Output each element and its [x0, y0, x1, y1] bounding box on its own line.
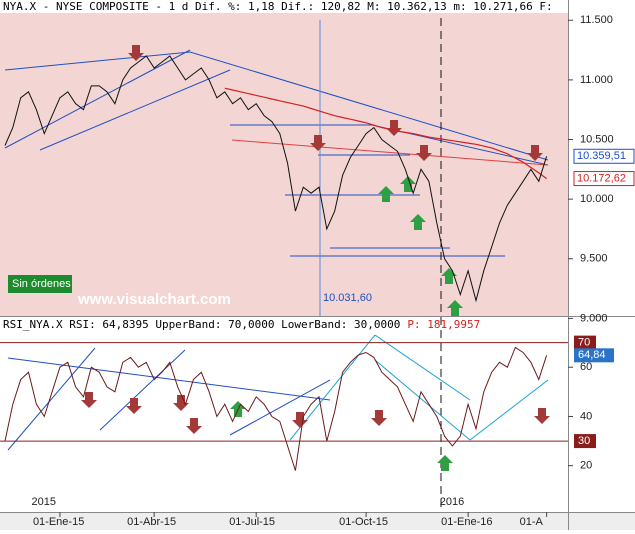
- price-label-box: [573, 171, 635, 187]
- status-text: Sin órdenes: [12, 278, 71, 290]
- data-line: [4, 55, 548, 303]
- cursor-label: 10.031,60: [323, 292, 372, 304]
- rsi-header: RSI_NYA.X RSI: 64,8395 UpperBand: 70,000…: [3, 318, 400, 331]
- y-tick-label: 10.500: [580, 133, 614, 145]
- y-tick-label: 9.000: [580, 312, 608, 324]
- status-box: [8, 275, 72, 293]
- y-tick-label: 60: [580, 361, 592, 373]
- y-tick-label: 9.500: [580, 253, 608, 265]
- x-tick-label: 01-Oct-15: [339, 516, 388, 528]
- year-label: 2016: [440, 496, 464, 508]
- price-label: 10.172,62: [577, 172, 626, 184]
- last-label-box: [574, 348, 614, 363]
- ma-line: [224, 87, 547, 180]
- x-tick-label: 01-A: [520, 516, 544, 528]
- rsi-channel-lines: [289, 334, 549, 441]
- rsi-trend-lines: [7, 347, 331, 451]
- y-tick-label: 40: [580, 410, 592, 422]
- y-tick-label: 10.000: [580, 193, 614, 205]
- y-tick-label: 11.500: [580, 14, 613, 26]
- price-panel: [0, 0, 568, 316]
- price-label-box: [573, 148, 635, 164]
- watermark: www.visualchart.com: [77, 291, 231, 308]
- price-trend-lines: [4, 49, 549, 257]
- x-tick-label: 01-Ene-15: [33, 516, 84, 528]
- x-tick-label: 01-Abr-15: [127, 516, 176, 528]
- rsi-p-label: P: 181,9957: [407, 318, 480, 331]
- date-axis-area: [0, 512, 635, 530]
- year-label: 2015: [32, 496, 56, 508]
- price-header-bg: [0, 0, 568, 13]
- rsi-panel: [0, 318, 635, 512]
- band-label-box: [574, 434, 596, 449]
- rsi-header-bg: [0, 318, 568, 331]
- band-label-box: [574, 335, 596, 350]
- x-tick-label: 01-Ene-16: [441, 516, 492, 528]
- price-label: 10.359,51: [577, 150, 626, 162]
- last-label: 64,84: [578, 349, 606, 361]
- x-tick-label: 01-Jul-15: [229, 516, 275, 528]
- y-tick-label: 11.000: [580, 74, 613, 86]
- trend-lines: [4, 18, 549, 512]
- band-label: 70: [578, 337, 590, 349]
- y-tick-label: 20: [580, 460, 592, 472]
- band-label: 30: [578, 435, 590, 447]
- price-red-line: [231, 139, 549, 166]
- price-header: NYA.X - NYSE COMPOSITE - 1 d Dif. %: 1,1…: [3, 0, 553, 13]
